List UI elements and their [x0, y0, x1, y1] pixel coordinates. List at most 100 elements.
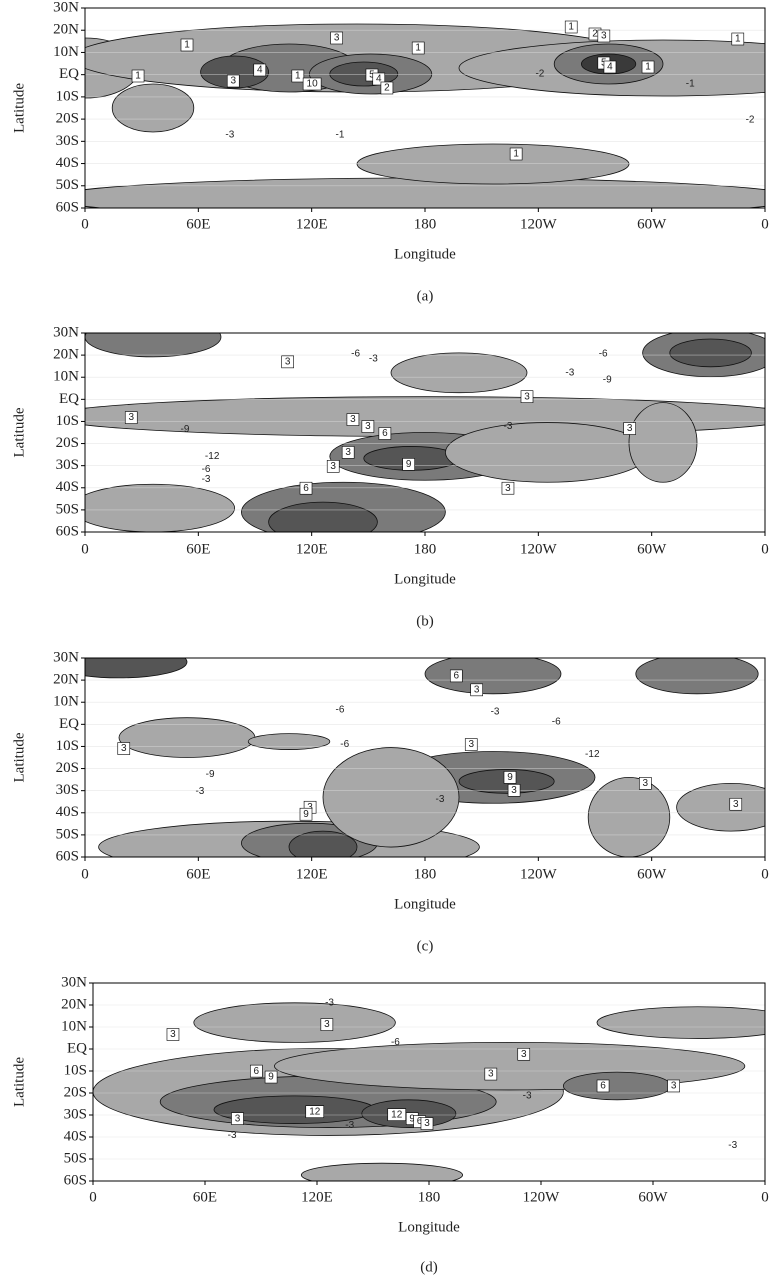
contour-label: -6 [552, 716, 561, 727]
y-tick-label: 30S [56, 782, 79, 798]
contour-label: -6 [391, 1037, 400, 1048]
y-tick-label: 50S [56, 177, 79, 193]
x-tick-label: 180 [414, 216, 437, 232]
y-tick-label: 30S [56, 133, 79, 149]
x-tick-label: 120E [296, 541, 328, 557]
panel-label: (d) [420, 1259, 438, 1275]
figure: 30N 20N 10N EQ 10S 20S 30S 40S 50S 60S 0 60E 120E 180… [0, 0, 771, 1285]
x-tick-label: 60E [186, 216, 210, 232]
y-tick-label: 30S [64, 1106, 87, 1122]
contour-label: -6 [336, 704, 345, 715]
shaded-region [119, 718, 255, 758]
y-tick-label: 40S [56, 155, 79, 171]
x-tick-label: 0 [761, 216, 769, 232]
contour-label: -3 [504, 421, 513, 432]
contour-label: -2 [535, 69, 544, 80]
contour-label: 3 [733, 799, 739, 810]
contour-label: 4 [607, 62, 613, 73]
y-tick-label: 30S [56, 457, 79, 473]
shaded-region [51, 178, 771, 218]
x-tick-label: 0 [761, 1189, 769, 1205]
contour-label: 12 [391, 1109, 403, 1120]
y-tick-label: 40S [64, 1128, 87, 1144]
x-tick-label: 120W [520, 541, 558, 557]
contour-label: -12 [585, 749, 600, 760]
panel-label: (a) [417, 288, 434, 304]
contour-label: -9 [206, 769, 215, 780]
x-tick-label: 180 [414, 541, 437, 557]
y-tick-label: 10N [53, 369, 79, 385]
contour-label: -1 [686, 79, 695, 90]
y-tick-label: EQ [59, 716, 79, 732]
y-tick-label: 60S [56, 523, 79, 539]
x-axis-label: Longitude [398, 1219, 460, 1235]
y-tick-label: EQ [59, 391, 79, 407]
panel-label: (c) [417, 938, 434, 954]
contour-label: 3 [345, 447, 351, 458]
x-axis-label: Longitude [394, 571, 456, 587]
y-tick-label: 30N [53, 324, 79, 340]
shaded-region [194, 1003, 396, 1043]
y-tick-label: 20S [56, 111, 79, 127]
shaded-region [301, 1163, 462, 1187]
contour-label: -3 [202, 474, 211, 485]
shaded-region [425, 654, 561, 694]
contour-label: 1 [513, 149, 519, 160]
contour-label: 3 [235, 1113, 241, 1124]
contour-label: 1 [645, 62, 651, 73]
x-tick-label: 120W [523, 1189, 561, 1205]
contour-label: 3 [128, 412, 134, 423]
x-tick-label: 120E [296, 216, 328, 232]
x-tick-label: 60E [186, 541, 210, 557]
contour-label: 10 [307, 79, 319, 90]
y-tick-label: 50S [64, 1150, 87, 1166]
contour-label: -3 [728, 1140, 737, 1151]
y-axis-label: Latitude [11, 407, 27, 457]
shaded-region [289, 831, 357, 863]
y-tick-label: 30N [61, 974, 87, 990]
contour-label: -3 [491, 706, 500, 717]
map-panel: 30N20N10NEQ10S20S30S40S50S60S060E120E180… [11, 974, 771, 1275]
contour-label: 3 [521, 1049, 527, 1060]
x-tick-label: 60E [193, 1189, 217, 1205]
shaded-region [391, 353, 527, 393]
contour-label: -3 [228, 1130, 237, 1141]
shaded-region [248, 734, 330, 750]
contour-label: 1 [735, 34, 741, 45]
contour-label: 3 [601, 31, 607, 42]
contour-label: 6 [382, 428, 388, 439]
contour-label: 3 [474, 684, 480, 695]
x-tick-label: 120W [520, 216, 558, 232]
contour-label: 3 [468, 739, 474, 750]
contour-label: 2 [592, 29, 598, 40]
shaded-region [357, 144, 629, 184]
x-tick-label: 0 [761, 866, 769, 882]
y-tick-label: 20S [64, 1084, 87, 1100]
contour-label: 3 [334, 33, 340, 44]
contour-label: 3 [350, 414, 356, 425]
shaded-region [85, 317, 221, 357]
y-tick-label: 20N [61, 996, 87, 1012]
contour-label: -3 [523, 1091, 532, 1102]
contour-label: -3 [225, 130, 234, 141]
contour-label: 6 [303, 483, 309, 494]
contour-label: 3 [671, 1081, 677, 1092]
contour-label: -3 [369, 354, 378, 365]
contour-label: -3 [345, 1120, 354, 1131]
y-tick-label: EQ [59, 66, 79, 82]
shaded-region [112, 84, 194, 132]
contour-label: 3 [627, 423, 633, 434]
contour-label: 3 [511, 785, 517, 796]
contour-label: -3 [436, 794, 445, 805]
shaded-region [71, 484, 234, 532]
contour-label: 2 [384, 83, 390, 94]
x-tick-label: 60W [637, 866, 667, 882]
contour-label: -6 [599, 349, 608, 360]
y-tick-label: 10N [53, 694, 79, 710]
y-tick-label: 10S [56, 738, 79, 754]
contour-label: 3 [488, 1069, 494, 1080]
contour-label: 1 [415, 43, 421, 54]
y-tick-label: 40S [56, 479, 79, 495]
shaded-region [636, 654, 758, 694]
y-tick-label: 20N [53, 22, 79, 38]
